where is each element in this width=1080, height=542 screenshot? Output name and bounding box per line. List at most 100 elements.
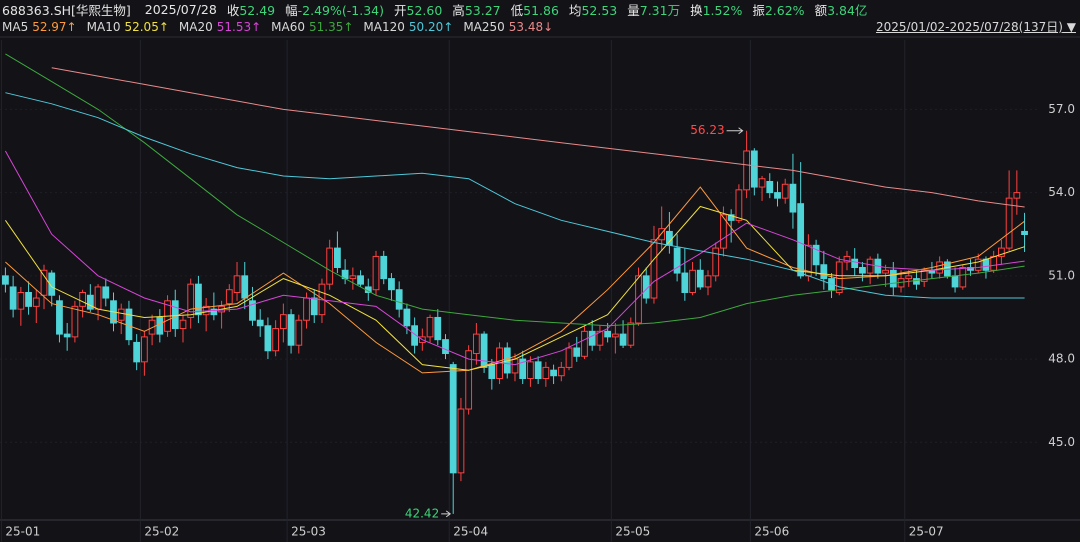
field-value: -2.49%(-1.34) [297,2,384,18]
quote-field: 换1.52% [690,0,742,19]
candle-body [2,275,9,285]
min-arrow [441,510,452,518]
field-value: 3.84亿 [827,2,868,18]
candle-body [704,275,712,288]
candle-body [388,278,395,291]
field-value: 1.52% [702,2,743,18]
quote-field: 额3.84亿 [815,0,868,19]
candle-body [936,261,944,274]
ma-line [4,205,1025,371]
candle-body [334,247,341,269]
legend-name: MA250 [463,20,505,34]
candle-body [210,308,218,316]
candle-body [9,286,17,310]
candle-body [187,283,195,318]
candle-body [488,364,496,379]
candle-body [395,289,403,310]
candle-body [720,214,727,249]
candle-body [982,258,990,271]
candle-body [766,181,774,194]
candle-body [534,361,542,379]
candle-body [565,347,573,368]
legend-value: 51.35↑ [309,20,354,34]
candle-body [17,291,25,310]
candle-body [1013,192,1021,199]
legend-value: 51.53↑ [216,20,262,34]
candle-body [326,247,334,285]
x-tick-label: 25-04 [453,525,488,539]
candle-body [882,269,889,274]
ma-legend: MA5 52.97↑ MA10 52.05↑ MA20 51.53↑ MA60 51.35↑ M… [2,18,553,36]
candle-body [372,255,380,291]
candle-body [658,228,666,241]
candle-body [310,297,318,316]
field-label: 低 [510,2,524,18]
field-label: 量 [627,2,640,18]
candle-body [40,269,48,296]
candle-body [295,319,303,346]
candle-body [179,319,187,330]
candle-body [542,366,550,379]
quote-field: 幅-2.49%(-1.34) [285,0,384,19]
quote-field: 高53.27 [452,0,500,19]
candle-body [442,339,449,355]
candle-body [94,286,102,310]
quote-field: 收52.49 [227,0,275,19]
candle-body [171,300,179,330]
candle-body [426,316,434,338]
candle-body [781,183,789,199]
candle-body [604,330,612,338]
candle-body [63,333,71,338]
candle-body [851,258,859,269]
field-label: 开 [393,2,407,18]
candle-body [673,247,681,274]
candle-body [349,275,357,280]
field-label: 收 [226,2,240,18]
field-value: 2.62% [764,2,805,18]
candle-body [256,319,264,327]
candle-body [959,267,967,288]
candle-body [835,261,843,293]
legend-name: MA5 [2,20,29,34]
candle-body [611,333,619,338]
candle-body [774,192,781,199]
candle-body [449,364,457,474]
candle-body [272,328,280,352]
candle-body [913,278,920,285]
x-tick-label: 25-01 [5,525,40,539]
candle-body [843,255,851,263]
candle-body [681,272,689,293]
candle-body [25,291,32,307]
x-tick-label: 25-03 [291,525,326,539]
ma-line [5,92,1025,299]
candle-body [519,358,527,379]
candle-body [380,255,388,280]
candle-body [279,314,287,330]
candle-body [287,314,295,346]
candle-body [156,316,164,335]
y-tick-label: 54.0 [1048,185,1075,199]
candle-body [859,267,866,274]
y-tick-label: 48.0 [1048,352,1075,366]
field-label: 均 [568,2,582,18]
candle-body [434,316,442,341]
candle-body [79,291,87,307]
candle-body [573,347,581,357]
y-tick-label: 57.0 [1048,102,1075,116]
candle-body [140,336,148,363]
candle-body [588,330,596,346]
date-range[interactable]: 2025/01/02-2025/07/28(137日) ▼ [876,20,1076,34]
y-tick-label: 51.0 [1048,268,1075,282]
candle-body [32,297,40,307]
candle-body [797,203,805,277]
symbol: 688363.SH[华熙生物] [2,2,131,18]
legend-value: 53.48↓ [508,20,554,34]
candle-body [241,275,249,299]
field-value: 51.86 [523,2,559,18]
candle-body [71,305,79,338]
y-tick-label: 45.0 [1048,435,1075,449]
candle-body [264,325,272,352]
field-label: 额 [814,2,828,18]
